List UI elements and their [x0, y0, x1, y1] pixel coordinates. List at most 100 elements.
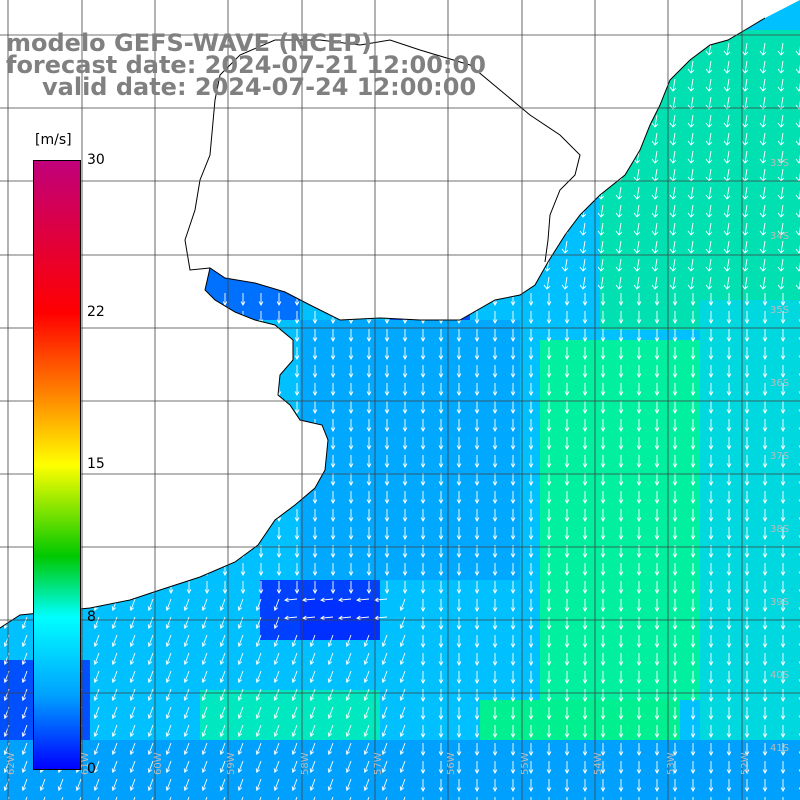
wind-arrow	[582, 383, 588, 396]
wind-arrow	[546, 689, 552, 702]
wind-arrow	[564, 617, 570, 630]
wind-arrow	[600, 293, 606, 306]
wind-arrow	[330, 581, 336, 594]
wind-arrow	[564, 473, 570, 486]
wind-arrow	[345, 706, 352, 720]
longitude-labels: 62W 61W 60W 59W 58W 57W 56W 55W 54W 53W 52W	[6, 752, 751, 775]
wind-arrow	[741, 132, 749, 146]
wind-arrow	[564, 383, 570, 396]
wind-arrow	[546, 599, 552, 612]
wind-arrow	[420, 707, 426, 720]
wind-arrow	[366, 329, 372, 342]
wind-arrow	[129, 670, 136, 684]
wind-arrow	[600, 329, 606, 342]
wind-arrow	[345, 688, 352, 702]
longitude-label: 62W	[6, 752, 17, 775]
wind-arrow	[456, 401, 462, 414]
wind-arrow	[165, 724, 172, 738]
wind-arrow	[600, 563, 606, 576]
wind-arrow	[654, 401, 660, 414]
wind-arrow	[438, 635, 444, 648]
wind-arrow	[456, 653, 462, 666]
wind-arrow	[363, 706, 370, 720]
wind-arrow	[183, 724, 190, 738]
wind-arrow	[492, 419, 498, 432]
wind-arrow	[726, 653, 732, 666]
wind-arrow	[723, 258, 731, 272]
wind-arrow	[399, 634, 406, 648]
wind-arrow	[255, 778, 262, 792]
wind-arrow	[147, 796, 154, 800]
wind-arrow	[759, 150, 767, 164]
wind-arrow	[582, 311, 588, 324]
wind-arrow	[615, 222, 623, 236]
wind-arrow	[780, 473, 786, 486]
wind-arrow	[636, 563, 642, 576]
wind-arrow	[708, 293, 714, 306]
wind-arrow	[93, 616, 100, 630]
wind-arrow	[723, 222, 731, 236]
wind-arrow	[669, 276, 677, 290]
wind-arrow	[615, 186, 623, 200]
wind-arrow	[294, 347, 300, 360]
wind-arrow	[348, 419, 354, 432]
wind-arrow	[528, 689, 534, 702]
wind-arrow	[456, 347, 462, 360]
wind-arrow	[582, 581, 588, 594]
wind-arrow	[777, 276, 785, 290]
wind-arrow	[219, 688, 226, 702]
wind-arrow	[708, 653, 714, 666]
wind-arrow	[600, 509, 606, 522]
wind-arrow	[759, 276, 767, 290]
wind-arrow	[762, 329, 768, 342]
wind-arrow	[636, 599, 642, 612]
wind-arrow	[690, 293, 696, 306]
wind-arrow	[273, 670, 280, 684]
wind-arrow	[276, 563, 282, 576]
wind-arrow	[726, 761, 732, 774]
colorbar-tick-30: 30	[87, 152, 105, 168]
wind-arrow	[564, 599, 570, 612]
wind-arrow	[345, 670, 352, 684]
wind-arrow	[456, 617, 462, 630]
wind-arrow	[723, 150, 731, 164]
wind-arrow	[762, 347, 768, 360]
wind-arrow	[363, 670, 370, 684]
wind-arrow	[165, 688, 172, 702]
wind-arrow	[618, 455, 624, 468]
wind-arrow	[546, 311, 552, 324]
wind-arrow	[618, 707, 624, 720]
wind-arrow	[669, 96, 677, 110]
wind-arrow	[384, 401, 390, 414]
wind-arrow	[690, 383, 696, 396]
wind-arrow	[474, 329, 480, 342]
wind-arrow	[528, 419, 534, 432]
wind-arrow	[708, 779, 714, 792]
wind-arrow	[690, 635, 696, 648]
wind-arrow	[219, 760, 226, 774]
wind-arrow	[759, 186, 767, 200]
wind-arrow	[309, 652, 316, 666]
wind-arrow	[651, 204, 659, 218]
wind-arrow	[669, 132, 677, 146]
longitude-label: 61W	[80, 752, 91, 775]
wind-arrow	[165, 796, 172, 800]
wind-arrow	[528, 581, 534, 594]
wind-arrow	[510, 617, 516, 630]
wind-arrow	[255, 616, 262, 630]
wind-arrow	[723, 240, 731, 254]
wind-arrow	[201, 616, 208, 630]
wind-arrow	[366, 383, 372, 396]
wind-arrow	[762, 779, 768, 792]
wind-arrow	[219, 706, 226, 720]
wind-arrow	[672, 725, 678, 738]
wind-arrow	[546, 491, 552, 504]
colorbar-tick-15: 15	[87, 456, 105, 472]
wind-arrow	[759, 132, 767, 146]
wind-arrow	[399, 688, 406, 702]
wind-arrow	[327, 634, 334, 648]
wind-arrow	[255, 652, 262, 666]
wind-arrow	[654, 689, 660, 702]
wind-arrow	[528, 743, 534, 756]
wind-arrow	[582, 329, 588, 342]
